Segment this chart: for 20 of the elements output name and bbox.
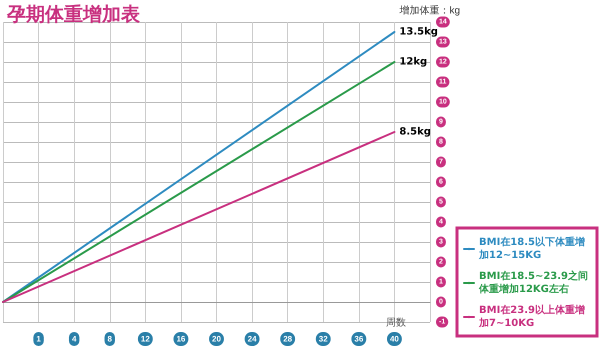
x-tick-label: 28 (283, 334, 293, 344)
x-tick-label: 12 (140, 334, 150, 344)
legend-label: BMI在18.5~23.9之间体重增加12KG左右 (478, 270, 588, 295)
x-tick-label: 4 (72, 334, 77, 344)
x-tick-label: 16 (176, 334, 186, 344)
x-axis-title: 周数 (386, 318, 406, 328)
data-label: 12kg (399, 56, 428, 68)
x-tick-label: 8 (108, 334, 113, 344)
data-label: 13.5kg (399, 26, 438, 38)
x-tick-label: 32 (318, 334, 328, 344)
data-label: 8.5kg (399, 126, 431, 138)
chart-title: 孕期体重增加表 (6, 4, 141, 26)
x-tick-label: 1 (36, 334, 42, 344)
x-tick-label: 40 (390, 334, 400, 344)
x-tick-label: 36 (354, 334, 364, 344)
y-axis-title: 增加体重：kg (398, 4, 460, 16)
x-tick-label: 24 (248, 334, 258, 344)
x-tick-label: 20 (212, 334, 222, 344)
legend-label: BMI在18.5以下体重增加12~15KG (478, 236, 585, 261)
legend-label: BMI在23.9以上体重增加7~10KG (478, 304, 585, 329)
